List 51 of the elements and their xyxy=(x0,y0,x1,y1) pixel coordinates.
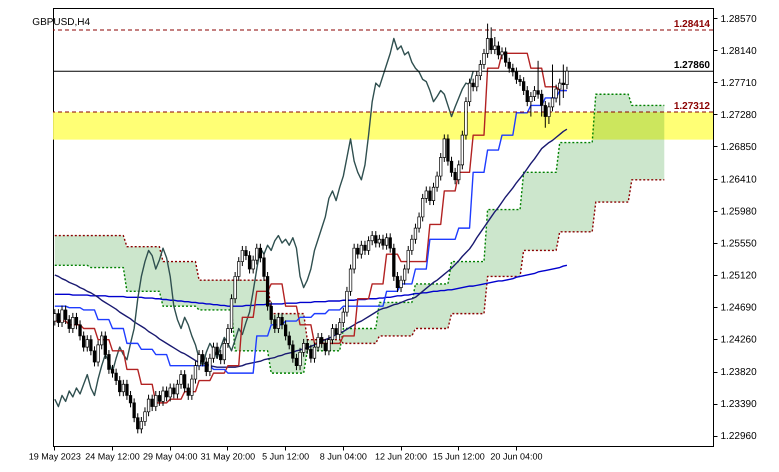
candlestick xyxy=(384,232,388,250)
y-tick-label: 1.25980 xyxy=(720,206,758,218)
x-tick-label: 31 May 20:00 xyxy=(200,452,256,462)
candlestick xyxy=(374,230,378,248)
candlestick xyxy=(154,390,158,412)
candlestick xyxy=(172,383,176,399)
candlestick xyxy=(168,383,172,402)
ref-line-label: 1.28414 xyxy=(674,19,710,30)
candlestick xyxy=(493,36,496,55)
candlestick xyxy=(360,240,364,260)
candlestick xyxy=(60,304,64,328)
candlestick xyxy=(158,390,162,406)
candlestick xyxy=(161,386,165,406)
y-tick-label: 1.23390 xyxy=(720,399,758,410)
y-tick-label: 1.23820 xyxy=(720,367,758,378)
y-tick-label: 1.24690 xyxy=(720,302,758,314)
y-tick-label: 1.26410 xyxy=(720,174,758,186)
x-tick-label: 29 May 04:00 xyxy=(142,452,198,462)
candlestick xyxy=(334,324,338,340)
y-tick-label: 1.28140 xyxy=(720,46,758,57)
y-tick-label: 1.25120 xyxy=(720,270,758,282)
x-tick-label: 15 Jun 12:00 xyxy=(432,452,485,462)
y-tick-label: 1.25550 xyxy=(720,238,758,250)
candlestick xyxy=(150,394,154,412)
y-tick-label: 1.27710 xyxy=(720,78,758,89)
x-tick-label: 12 Jun 20:00 xyxy=(375,452,428,462)
candlestick xyxy=(86,334,89,352)
ref-line-label: 1.27860 xyxy=(674,60,710,72)
candlestick xyxy=(496,40,500,60)
candlestick xyxy=(164,386,168,402)
y-tick-label: 1.22960 xyxy=(720,431,758,442)
candlestick xyxy=(490,26,493,55)
y-tick-label: 1.27280 xyxy=(720,110,758,121)
y-tick-label: 1.28570 xyxy=(720,14,758,25)
x-tick-label: 20 Jun 04:00 xyxy=(490,452,542,462)
candlestick xyxy=(56,308,60,328)
candlestick xyxy=(363,240,367,256)
x-tick-label: 5 Jun 12:00 xyxy=(262,452,310,462)
ref-line-label: 1.27312 xyxy=(674,100,710,112)
candlestick xyxy=(276,312,280,334)
x-tick-label: 8 Jun 04:00 xyxy=(320,452,367,462)
candlestick xyxy=(378,234,382,248)
y-tick-label: 1.24260 xyxy=(720,334,758,346)
candlestick xyxy=(122,379,125,397)
candlestick xyxy=(381,234,385,250)
x-tick-label: 24 May 12:00 xyxy=(85,452,140,462)
x-tick-label: 19 May 2023 xyxy=(28,452,81,462)
y-tick-label: 1.26850 xyxy=(720,142,758,153)
line-series xyxy=(54,38,474,408)
candlestick xyxy=(71,312,74,334)
candlestick xyxy=(428,186,432,206)
